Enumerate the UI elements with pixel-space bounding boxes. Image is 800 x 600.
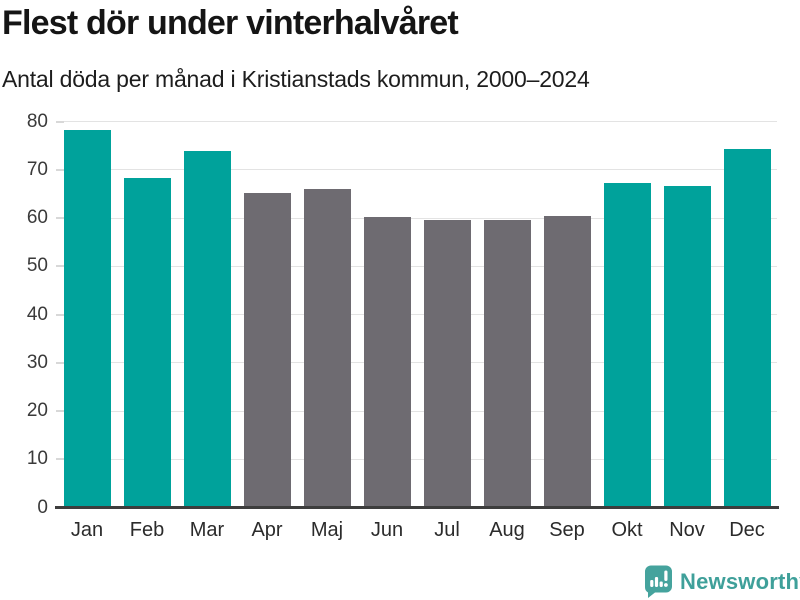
gridline-60 — [57, 217, 777, 219]
gridline-30 — [57, 362, 777, 364]
x-axis-label-jul: Jul — [434, 519, 460, 541]
y-axis-label-0: 0 — [37, 496, 48, 518]
x-axis-label-okt: Okt — [611, 519, 643, 541]
y-tick-70 — [56, 168, 64, 171]
bar-feb — [123, 178, 171, 508]
bar-apr — [243, 193, 291, 508]
x-axis-label-jan: Jan — [70, 519, 104, 541]
y-axis-label-30: 30 — [26, 351, 48, 373]
y-axis-label-20: 20 — [26, 400, 48, 421]
bar-jul — [423, 219, 471, 508]
gridline-80 — [57, 121, 777, 122]
x-axis-line — [55, 506, 779, 509]
y-tick-50 — [56, 265, 64, 268]
y-tick-80 — [56, 120, 64, 123]
x-axis-label-apr: Apr — [251, 519, 283, 541]
branding: Newsworthy — [644, 565, 800, 598]
branding-label: Newsworthy — [680, 568, 800, 594]
gridline-40 — [57, 314, 777, 315]
chart-subtitle: Antal döda per månad i Kristianstads kom… — [2, 66, 590, 92]
y-tick-40 — [56, 313, 64, 316]
bar-dec — [723, 149, 771, 508]
gridline-50 — [57, 265, 777, 267]
x-axis-label-feb: Feb — [129, 519, 165, 541]
y-axis-label-80: 80 — [26, 110, 48, 132]
bar-jun — [363, 217, 411, 508]
bar-okt — [603, 183, 651, 508]
x-axis-label-sep: Sep — [549, 519, 585, 541]
bar-maj — [303, 188, 351, 508]
bar-jan — [63, 129, 111, 508]
x-axis-label-nov: Nov — [669, 519, 705, 541]
x-axis-label-jun: Jun — [370, 519, 404, 541]
bar-mar — [183, 150, 231, 508]
bar-nov — [663, 186, 711, 508]
newsworthy-logo-icon — [644, 565, 673, 598]
x-axis-label-maj: Maj — [310, 519, 344, 541]
bar-sep — [543, 216, 591, 508]
gridline-70 — [57, 169, 777, 171]
y-axis-label-10: 10 — [26, 448, 48, 470]
gridline-10 — [57, 458, 777, 460]
y-tick-30 — [56, 361, 64, 364]
y-axis-label-50: 50 — [26, 255, 48, 277]
y-tick-10 — [56, 458, 64, 461]
chart-title: Flest dör under vinterhalvåret — [2, 4, 459, 42]
x-axis-label-aug: Aug — [489, 519, 525, 541]
y-tick-20 — [56, 410, 64, 412]
x-axis-label-dec: Dec — [729, 519, 765, 541]
gridline-20 — [57, 410, 777, 412]
y-axis-label-60: 60 — [26, 207, 48, 228]
y-axis-label-70: 70 — [26, 158, 48, 180]
x-axis-label-mar: Mar — [189, 519, 225, 541]
y-axis-label-40: 40 — [26, 303, 48, 325]
bar-aug — [483, 219, 531, 508]
y-tick-60 — [56, 217, 64, 219]
